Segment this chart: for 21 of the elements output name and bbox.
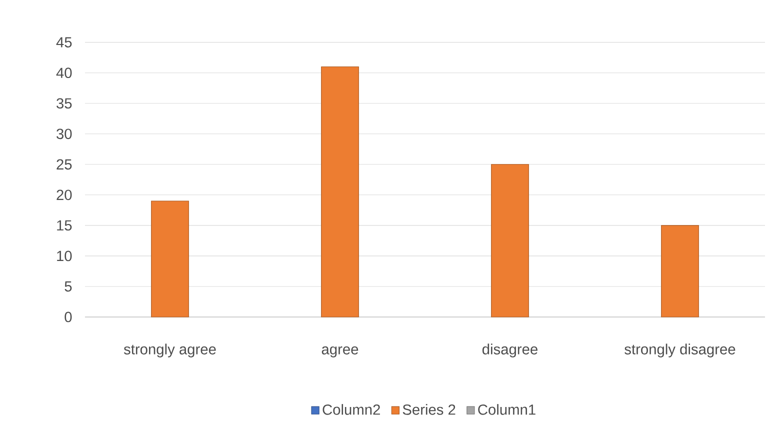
x-tick-label: strongly agree (124, 344, 216, 358)
legend-label: Series 2 (402, 404, 456, 415)
bar (491, 164, 529, 318)
y-tick-label: 10 (57, 250, 72, 262)
y-tick-label: 45 (56, 37, 72, 48)
y-tick-label: 35 (56, 98, 72, 109)
y-tick-label: 30 (56, 128, 72, 140)
x-tick-label: strongly disagree (624, 344, 736, 358)
bar (151, 200, 189, 318)
y-tick-label: 15 (57, 220, 72, 231)
bar (661, 225, 699, 318)
bar (321, 66, 359, 318)
x-tick-label: agree (322, 346, 358, 358)
y-tick-label: 40 (56, 68, 72, 78)
y-tick-label: 0 (64, 312, 72, 322)
y-tick-label: 5 (64, 281, 72, 292)
legend-label: Column2 (322, 404, 380, 415)
legend-label: Column1 (478, 404, 536, 415)
y-tick-label: 20 (56, 190, 72, 200)
x-tick-label: disagree (482, 344, 538, 358)
y-tick-label: 25 (56, 159, 72, 170)
